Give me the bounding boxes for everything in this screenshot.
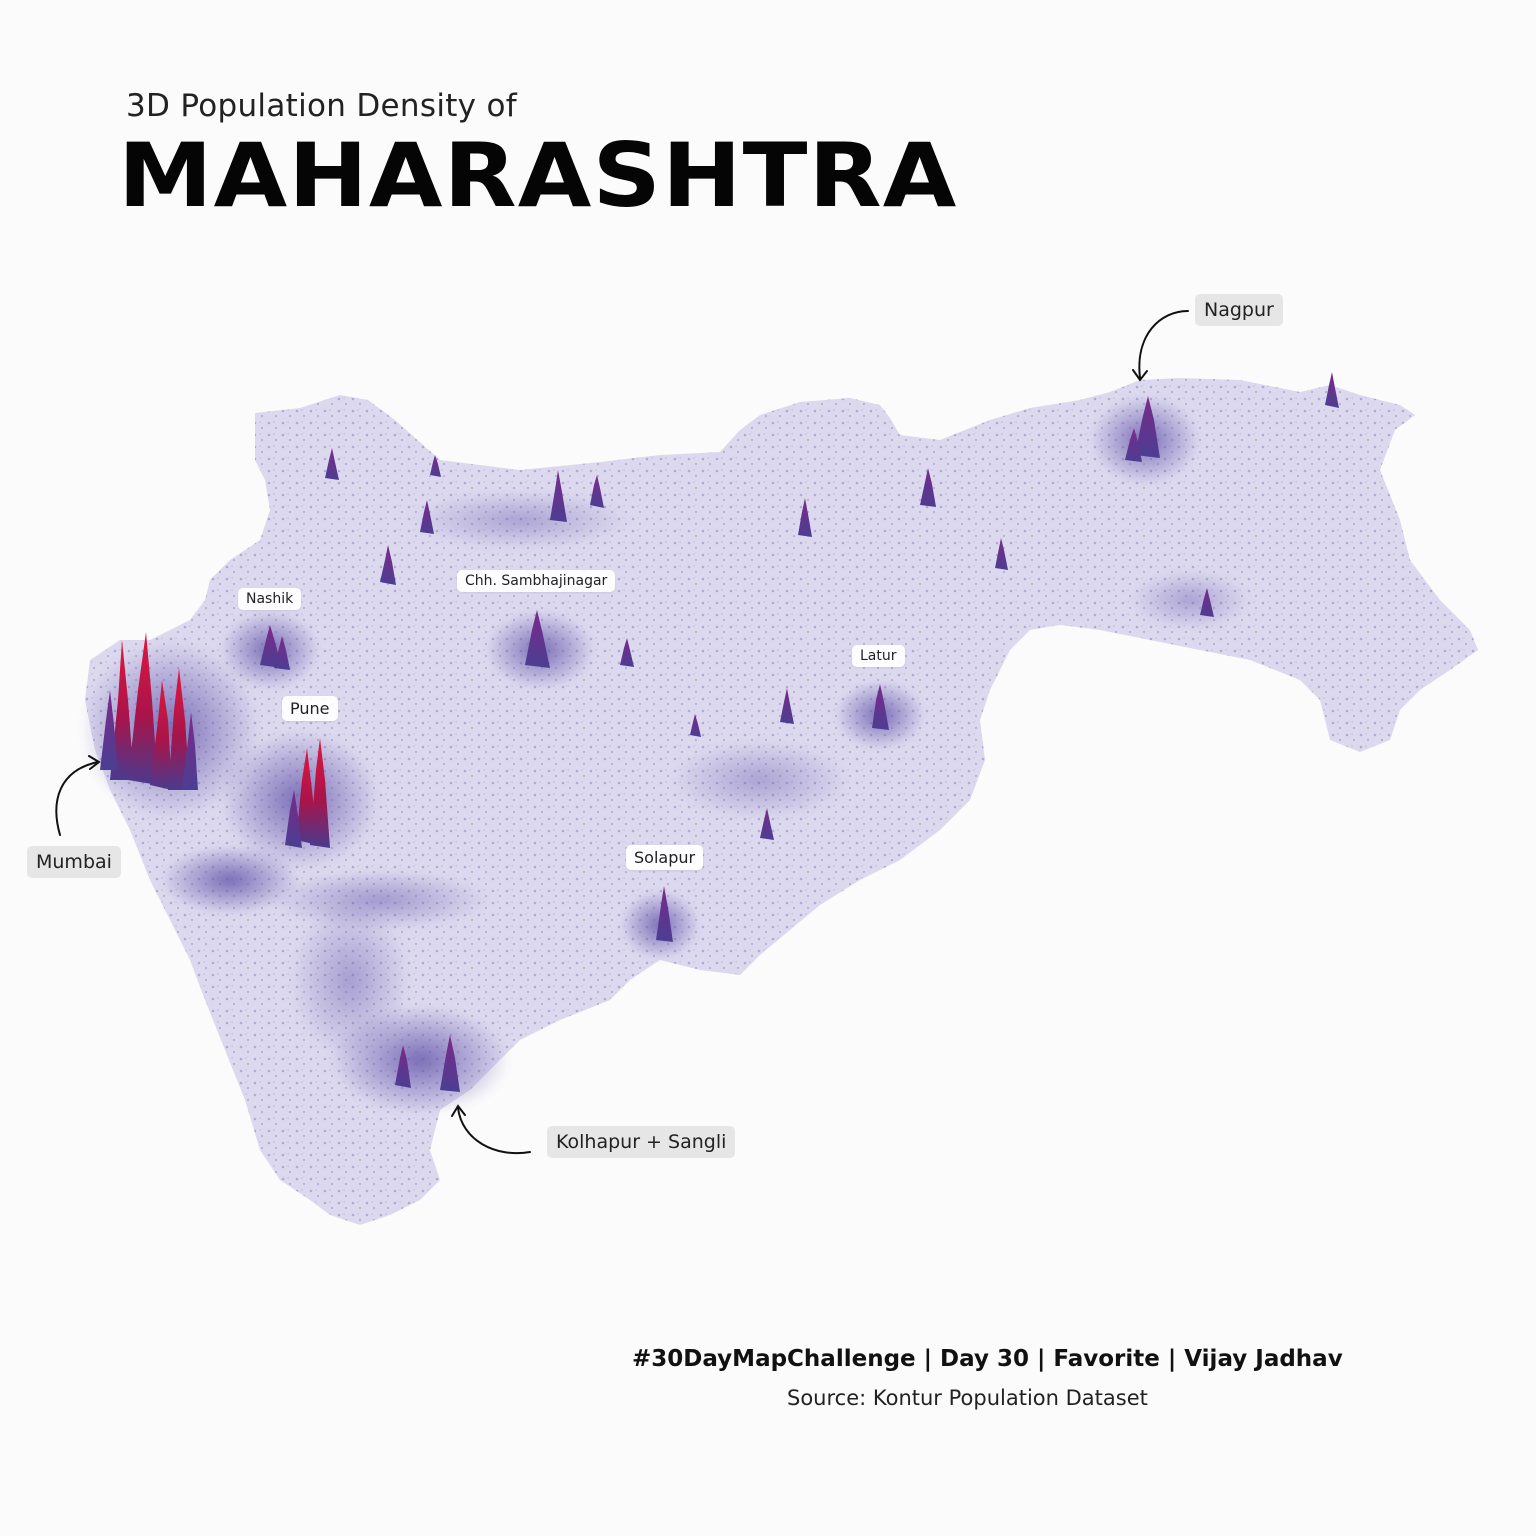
label-kolhapur-sangli: Kolhapur + Sangli [547, 1126, 736, 1158]
mumbai-peaks [100, 632, 198, 790]
label-pune: Pune [282, 696, 338, 721]
annotation-arrows [55, 310, 1189, 1155]
nagpur-peaks [1125, 396, 1160, 462]
label-nashik: Nashik [238, 588, 302, 610]
kolhapur-arrow [457, 1107, 531, 1155]
label-latur: Latur [852, 645, 905, 667]
map-title: MAHARASHTRA [118, 124, 958, 227]
label-sambhajinagar: Chh. Sambhajinagar [457, 570, 616, 592]
minor-peaks [260, 372, 1339, 1092]
pune-peaks [285, 738, 330, 848]
source-line: Source: Kontur Population Dataset [787, 1386, 1148, 1410]
map-subtitle: 3D Population Density of [126, 88, 517, 124]
label-nagpur: Nagpur [1195, 294, 1283, 326]
credit-line: #30DayMapChallenge | Day 30 | Favorite |… [632, 1346, 1343, 1372]
label-mumbai: Mumbai [27, 846, 121, 878]
label-solapur: Solapur [626, 845, 704, 870]
nagpur-arrow [1138, 310, 1189, 379]
mumbai-arrow [55, 761, 99, 836]
